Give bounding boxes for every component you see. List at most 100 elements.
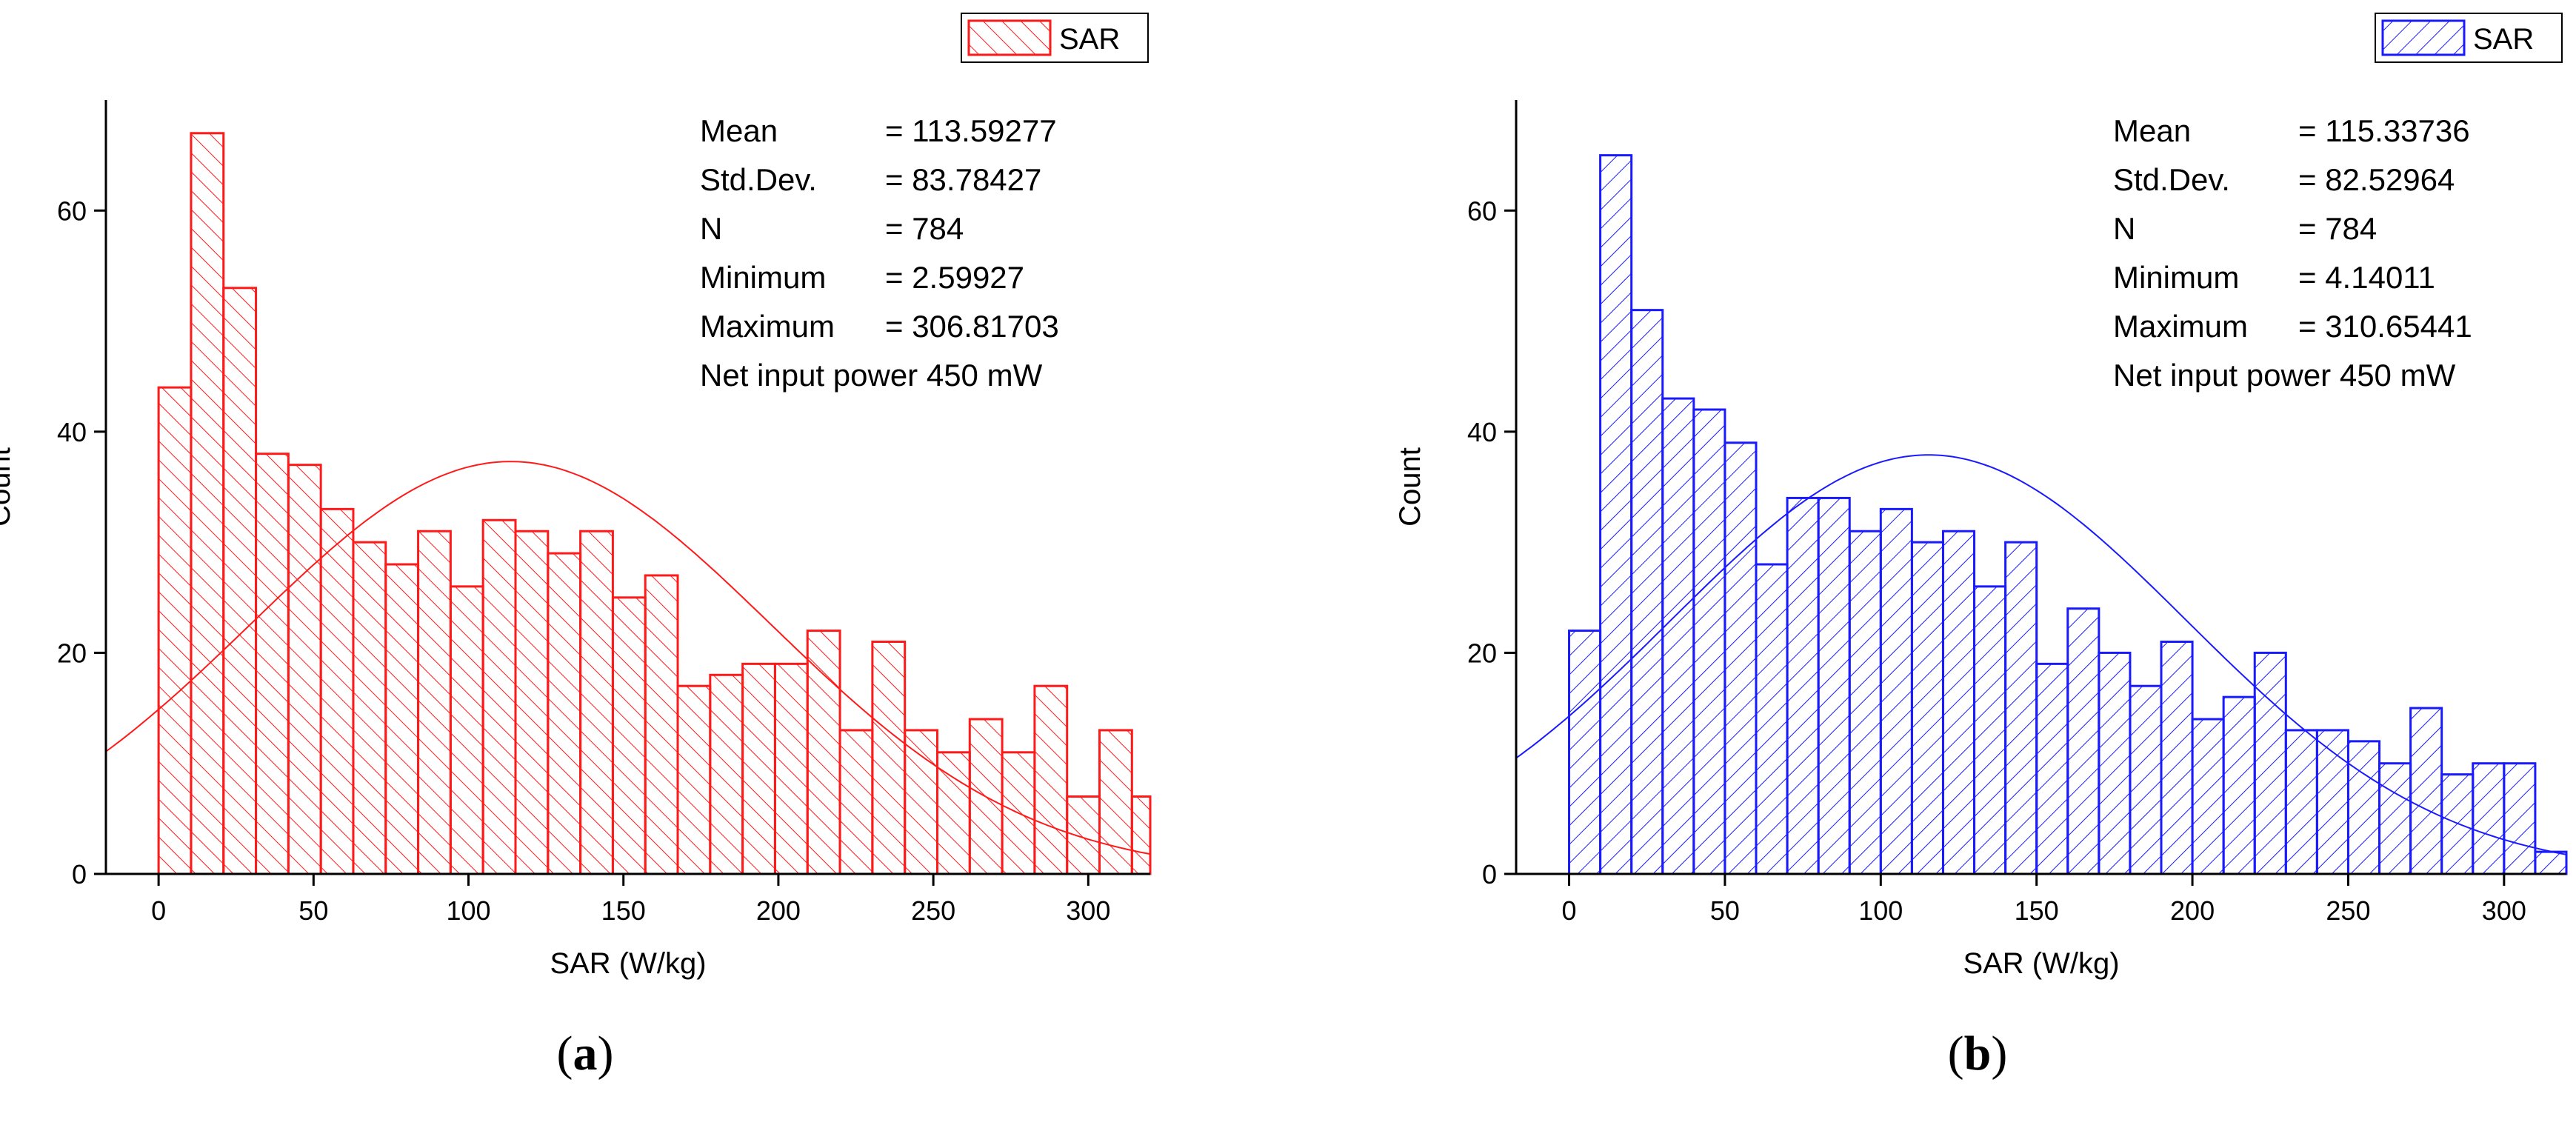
y-axis-title: Count: [0, 447, 16, 527]
histogram-bar: [2346, 740, 2381, 875]
histogram-bar: [2129, 684, 2163, 875]
stat-minimum-value: = 2.59927: [885, 260, 1024, 295]
net-input-power: Net input power 450 mW: [2113, 358, 2456, 393]
histogram-bar: [741, 662, 776, 875]
x-tick-label: 150: [601, 895, 646, 926]
x-tick-label: 200: [2170, 895, 2215, 926]
x-tick-label: 50: [1710, 895, 1740, 926]
stat-minimum-label: Minimum: [700, 260, 826, 295]
stat-n-label: N: [700, 211, 722, 246]
histogram-bar: [676, 684, 712, 875]
histogram-bar: [1755, 563, 1789, 875]
histogram-bar: [579, 530, 614, 875]
histogram-bar: [1817, 496, 1851, 875]
histogram-bar: [2004, 541, 2038, 875]
stat-std-dev-label: Std.Dev.: [2113, 162, 2230, 197]
stat-std-dev-label: Std.Dev.: [700, 162, 817, 197]
stat-mean-value: = 115.33736: [2298, 113, 2470, 148]
histogram-bar: [2191, 718, 2225, 875]
histogram-bar: [514, 530, 550, 875]
histogram-bar: [2534, 850, 2568, 875]
histogram-bar: [1724, 441, 1758, 875]
stat-minimum-value: = 4.14011: [2298, 260, 2435, 295]
x-tick-label: 250: [911, 895, 955, 926]
y-tick-label: 0: [1482, 859, 1497, 889]
x-axis-title: SAR (W/kg): [1963, 947, 2119, 980]
normal-fit-curve: [106, 461, 1150, 855]
histogram-bar: [319, 507, 355, 875]
caption-b-label: b: [1963, 1026, 1992, 1081]
stat-maximum-label: Maximum: [700, 309, 835, 344]
stat-n-value: = 784: [2298, 211, 2377, 246]
histogram-bar: [2315, 729, 2349, 875]
histogram-bar: [2503, 762, 2537, 875]
histogram-bar: [1941, 530, 1976, 875]
stat-std-dev-value: = 82.52964: [2298, 162, 2455, 197]
x-tick-label: 0: [151, 895, 166, 926]
histogram-bar: [1910, 541, 1944, 875]
legend-label: SAR: [2473, 23, 2534, 56]
stat-mean-label: Mean: [2113, 113, 2191, 148]
histogram-bar: [1879, 507, 1913, 875]
legend-label: SAR: [1059, 23, 1120, 56]
histogram-bar: [1599, 154, 1633, 875]
histogram-bar: [1692, 408, 1726, 875]
histogram-bar: [1786, 496, 1820, 875]
stat-maximum-value: = 306.81703: [885, 309, 1059, 344]
x-tick-label: 200: [756, 895, 801, 926]
histogram-bar: [806, 630, 841, 875]
stat-n-value: = 784: [885, 211, 964, 246]
legend-swatch: [2381, 19, 2466, 56]
x-tick-label: 100: [1858, 895, 1903, 926]
caption-a: (a): [556, 1026, 614, 1081]
histogram-bar: [2409, 707, 2443, 875]
stat-minimum-label: Minimum: [2113, 260, 2239, 295]
x-tick-label: 150: [2015, 895, 2059, 926]
y-tick-label: 20: [1467, 638, 1497, 668]
histogram-bar: [1973, 585, 2007, 875]
x-tick-label: 100: [446, 895, 490, 926]
y-tick-label: 60: [57, 196, 87, 226]
histogram-bar: [2035, 662, 2069, 875]
histogram-bar: [2472, 762, 2506, 875]
x-tick-label: 0: [1562, 895, 1577, 926]
histogram-bar: [1630, 309, 1664, 875]
y-tick-label: 20: [57, 638, 87, 668]
y-tick-label: 40: [57, 417, 87, 447]
histogram-bar: [157, 386, 193, 875]
histogram-bar: [871, 641, 907, 875]
normal-fit-curve: [1516, 454, 2566, 855]
histogram-bar: [1848, 530, 1882, 875]
y-tick-label: 40: [1467, 417, 1497, 447]
histogram-bar: [2066, 607, 2100, 875]
stat-std-dev-value: = 83.78427: [885, 162, 1041, 197]
histogram-bar: [2253, 651, 2287, 875]
stat-n-label: N: [2113, 211, 2135, 246]
histogram-bar: [449, 585, 484, 875]
caption-a-label: a: [573, 1026, 598, 1081]
histogram-bar: [384, 563, 420, 875]
y-tick-label: 0: [72, 859, 87, 889]
histogram-bar: [2222, 695, 2256, 875]
histogram-bar: [2098, 651, 2132, 875]
stat-maximum-label: Maximum: [2113, 309, 2248, 344]
histogram-bar: [1066, 795, 1101, 875]
legend-swatch: [967, 19, 1052, 56]
histogram-bar: [2160, 641, 2194, 875]
histogram-bar: [1568, 630, 1602, 875]
net-input-power: Net input power 450 mW: [700, 358, 1043, 393]
histogram-bar: [644, 574, 679, 875]
x-axis-title: SAR (W/kg): [550, 947, 706, 980]
stat-mean-label: Mean: [700, 113, 778, 148]
histogram-bar: [2378, 762, 2412, 875]
stat-mean-value: = 113.59277: [885, 113, 1057, 148]
histogram-bar: [2284, 729, 2318, 875]
x-tick-label: 50: [298, 895, 328, 926]
x-tick-label: 300: [2482, 895, 2526, 926]
histogram-bar: [2440, 773, 2475, 875]
x-tick-label: 250: [2326, 895, 2370, 926]
histogram-bar: [838, 729, 874, 875]
